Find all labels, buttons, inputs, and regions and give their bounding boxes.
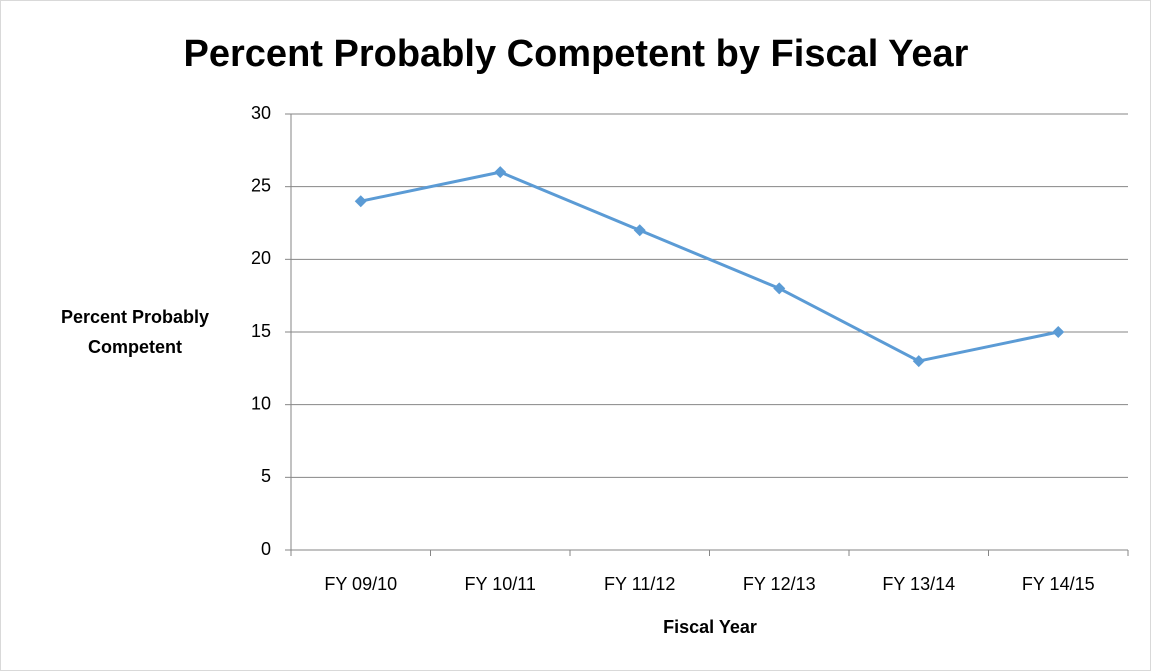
y-tick-label: 15 (251, 321, 271, 341)
x-tick-label: FY 09/10 (324, 574, 397, 594)
marker (912, 355, 925, 368)
y-axis-label: Percent Probably Competent (60, 307, 210, 357)
line (360, 170, 1059, 363)
y-tick-label: 5 (261, 466, 271, 486)
x-axis-label: Fiscal Year (663, 617, 757, 637)
y-tick-label: 10 (251, 393, 271, 413)
x-tick-label: FY 12/13 (743, 574, 816, 594)
x-tick-label: FY 10/11 (465, 574, 536, 594)
x-tick-label: FY 13/14 (882, 574, 955, 594)
y-tick-label: 25 (251, 175, 271, 195)
x-tick-label: FY 14/15 (1022, 574, 1095, 594)
y-tick-label: 20 (251, 248, 271, 268)
y-tick-label: 0 (261, 539, 271, 559)
x-tick-label: FY 11/12 (604, 574, 675, 594)
y-tick-label: 30 (251, 103, 271, 123)
marker (633, 224, 646, 237)
marker (773, 282, 786, 295)
chart-title: Percent Probably Competent by Fiscal Yea… (184, 33, 969, 75)
marker (494, 166, 507, 179)
marker (1052, 326, 1065, 338)
marker (354, 195, 367, 208)
